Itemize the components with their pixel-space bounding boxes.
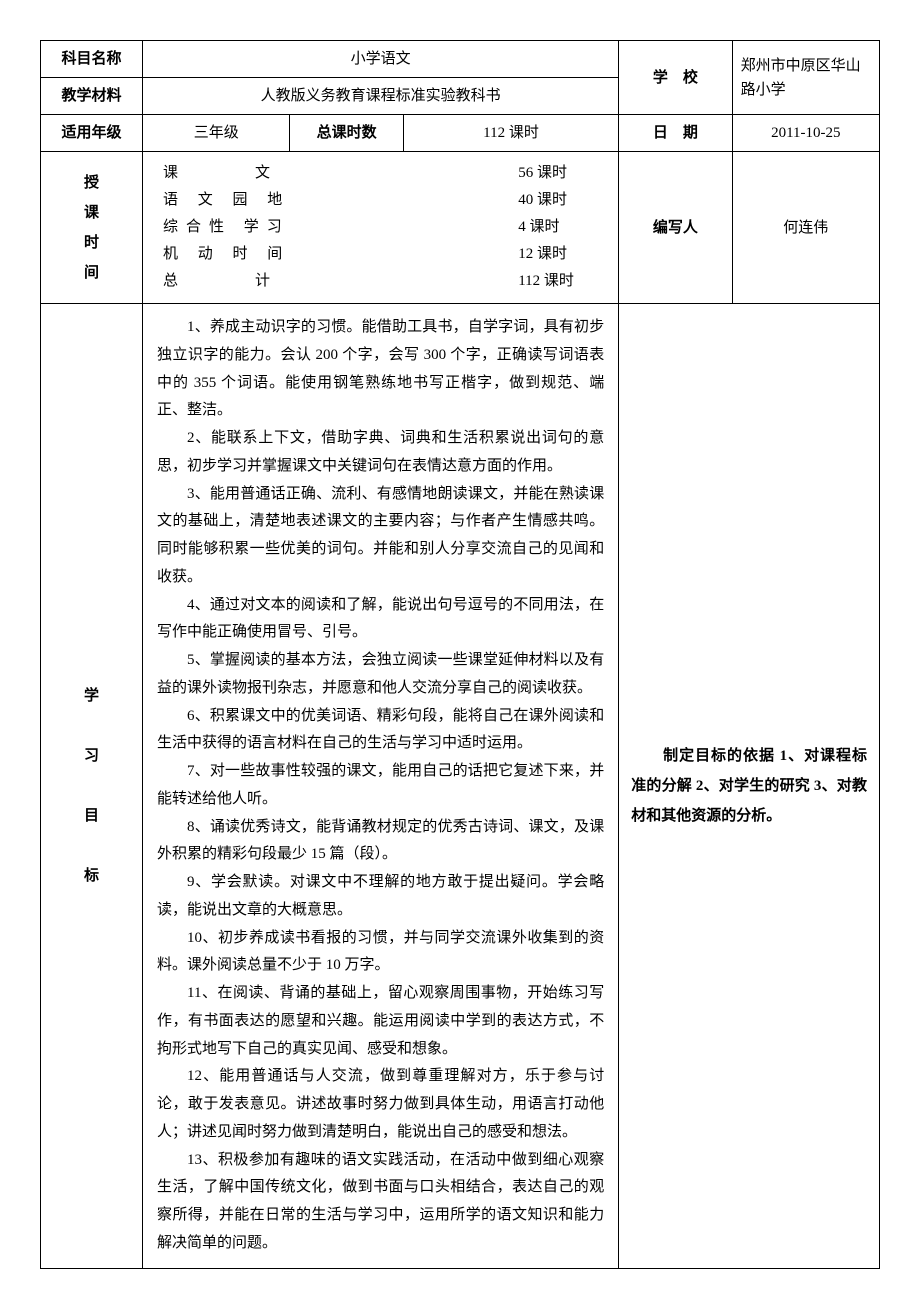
objective-item: 13、积极参加有趣味的语文实践活动，在活动中做到细心观察生活，了解中国传统文化，… (157, 1147, 604, 1258)
schedule-item: 语 文 园 地 40 课时 (163, 187, 598, 214)
objective-item: 12、能用普通话与人交流，做到尊重理解对方，乐于参与讨论，敢于发表意见。讲述故事… (157, 1063, 604, 1146)
objectives-content: 1、养成主动识字的习惯。能借助工具书，自学字词，具有初步独立识字的能力。会认 2… (143, 304, 619, 1269)
total-hours-label: 总课时数 (290, 115, 403, 152)
objective-item: 1、养成主动识字的习惯。能借助工具书，自学字词，具有初步独立识字的能力。会认 2… (157, 314, 604, 425)
schedule-item: 课 文 56 课时 (163, 160, 598, 187)
objective-item: 9、学会默读。对课文中不理解的地方敢于提出疑问。学会略读，能说出文章的大概意思。 (157, 869, 604, 925)
basis-note: 制定目标的依据 1、对课程标准的分解 2、对学生的研究 3、对教材和其他资源的分… (619, 304, 880, 1269)
material-label: 教学材料 (41, 78, 143, 115)
objective-item: 5、掌握阅读的基本方法，会独立阅读一些课堂延伸材料以及有益的课外读物报刊杂志，并… (157, 647, 604, 703)
grade-label: 适用年级 (41, 115, 143, 152)
objective-item: 8、诵读优秀诗文，能背诵教材规定的优秀古诗词、课文，及课外积累的精彩句段最少 1… (157, 814, 604, 870)
table-row: 学 习 目 标 1、养成主动识字的习惯。能借助工具书，自学字词，具有初步独立识字… (41, 304, 880, 1269)
objective-item: 3、能用普通话正确、流利、有感情地朗读课文，并能在熟读课文的基础上，清楚地表述课… (157, 481, 604, 592)
schedule-item: 总 计 112 课时 (163, 268, 598, 295)
objective-item: 6、积累课文中的优美词语、精彩句段，能将自己在课外阅读和生活中获得的语言材料在自… (157, 703, 604, 759)
document-page: 科目名称 小学语文 学 校 郑州市中原区华山路小学 教学材料 人教版义务教育课程… (40, 40, 880, 1269)
table-row: 适用年级 三年级 总课时数 112 课时 日 期 2011-10-25 (41, 115, 880, 152)
school-value: 郑州市中原区华山路小学 (732, 41, 879, 115)
author-label: 编写人 (619, 152, 732, 304)
schedule-item: 机 动 时 间 12 课时 (163, 241, 598, 268)
objective-item: 2、能联系上下文，借助字典、词典和生活积累说出词句的意思，初步学习并掌握课文中关… (157, 425, 604, 481)
objective-item: 4、通过对文本的阅读和了解，能说出句号逗号的不同用法，在写作中能正确使用冒号、引… (157, 592, 604, 648)
schedule-content: 课 文 56 课时 语 文 园 地 40 课时 综合性 学习 4 课时 机 动 … (143, 152, 619, 304)
date-label: 日 期 (619, 115, 732, 152)
schedule-item: 综合性 学习 4 课时 (163, 214, 598, 241)
objective-item: 11、在阅读、背诵的基础上，留心观察周围事物，开始练习写作，有书面表达的愿望和兴… (157, 980, 604, 1063)
subject-label: 科目名称 (41, 41, 143, 78)
table-row: 科目名称 小学语文 学 校 郑州市中原区华山路小学 (41, 41, 880, 78)
lesson-plan-table: 科目名称 小学语文 学 校 郑州市中原区华山路小学 教学材料 人教版义务教育课程… (40, 40, 880, 1269)
objective-item: 10、初步养成读书看报的习惯，并与同学交流课外收集到的资料。课外阅读总量不少于 … (157, 925, 604, 981)
school-label: 学 校 (619, 41, 732, 115)
material-value: 人教版义务教育课程标准实验教科书 (143, 78, 619, 115)
subject-value: 小学语文 (143, 41, 619, 78)
table-row: 授 课 时 间 课 文 56 课时 语 文 园 地 40 课时 综合性 学习 4… (41, 152, 880, 304)
date-value: 2011-10-25 (732, 115, 879, 152)
objectives-label: 学 习 目 标 (41, 304, 143, 1269)
grade-value: 三年级 (143, 115, 290, 152)
author-value: 何连伟 (732, 152, 879, 304)
total-hours-value: 112 课时 (403, 115, 618, 152)
schedule-label: 授 课 时 间 (41, 152, 143, 304)
objective-item: 7、对一些故事性较强的课文，能用自己的话把它复述下来，并能转述给他人听。 (157, 758, 604, 814)
